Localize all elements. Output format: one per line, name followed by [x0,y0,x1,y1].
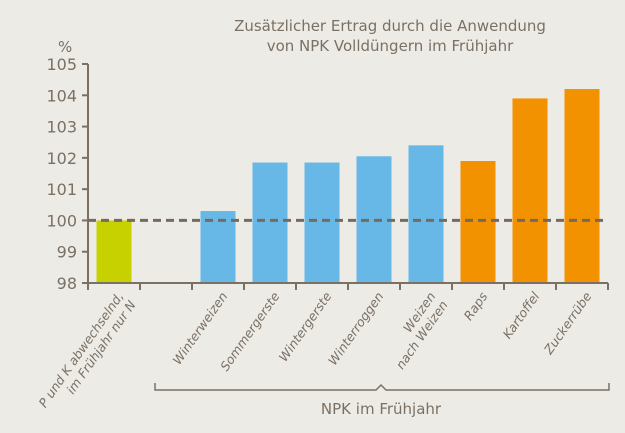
y-tick-label: 105 [46,55,77,74]
bar [96,220,132,283]
bar [564,89,600,284]
plot-area: P und K abwechselnd,im Frühjahr nur N Win… [35,55,610,410]
group-bracket [154,383,610,391]
y-tick-label: 104 [46,86,77,105]
x-tick-label: P und K abwechselnd, [35,289,126,410]
y-tick-label: 101 [46,180,77,199]
x-tick-label: Raps [461,289,491,323]
group-label: NPK im Frühjahr [321,400,442,418]
bar [460,160,496,283]
bar [304,162,340,283]
y-tick-label: 103 [46,118,77,137]
bar [200,211,236,283]
chart-title-line-1: Zusätzlicher Ertrag durch die Anwendung [234,17,546,35]
y-axis-unit: % [58,38,72,56]
x-tick-label: Wintergerste [276,289,335,364]
x-tick-label: Kartoffel [500,289,543,342]
bar [408,145,444,283]
x-tick-label: Zuckerrübe [540,289,594,358]
y-tick-label: 98 [57,274,77,293]
y-tick-label: 102 [46,149,77,168]
y-tick-label: 100 [46,211,77,230]
x-tick-label: Winterroggen [325,289,387,368]
bar [512,98,548,284]
bar [252,162,288,283]
chart-title-line-2: von NPK Volldüngern im Frühjahr [267,37,514,55]
x-tick-label: Winterweizen [169,289,230,367]
y-tick-label: 99 [57,243,77,262]
